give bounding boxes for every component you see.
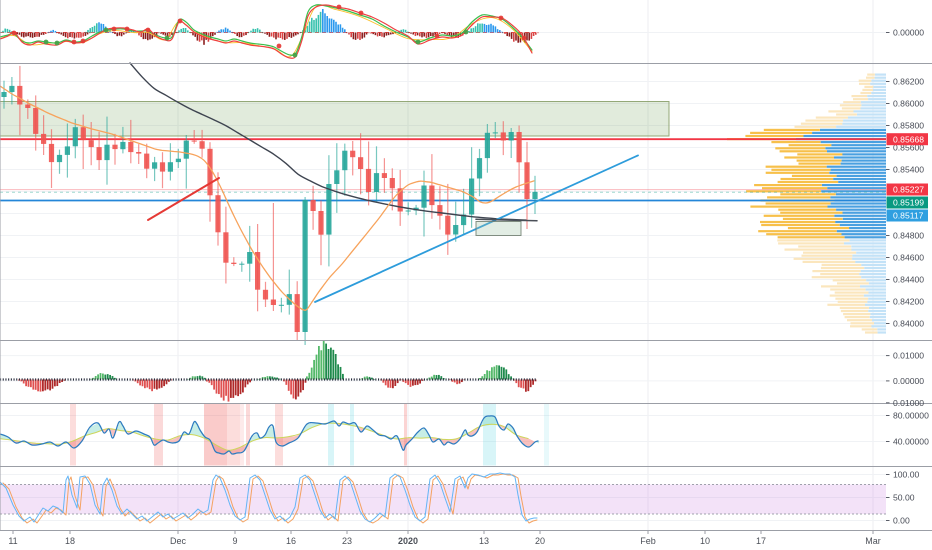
svg-text:10: 10 xyxy=(700,536,710,546)
svg-text:0.85117: 0.85117 xyxy=(893,211,924,221)
svg-text:17: 17 xyxy=(756,536,766,546)
svg-text:16: 16 xyxy=(286,536,296,546)
svg-text:0.84400: 0.84400 xyxy=(893,275,924,285)
svg-text:0.01000: 0.01000 xyxy=(893,398,924,408)
svg-text:0.85227: 0.85227 xyxy=(893,185,924,195)
svg-text:0.01000: 0.01000 xyxy=(893,351,924,361)
svg-text:0.84600: 0.84600 xyxy=(893,253,924,263)
svg-text:0.85600: 0.85600 xyxy=(893,143,924,153)
svg-text:11: 11 xyxy=(8,536,17,546)
svg-text:0.86200: 0.86200 xyxy=(893,77,924,87)
svg-text:9: 9 xyxy=(232,536,237,546)
svg-text:80.00000: 80.00000 xyxy=(893,411,929,421)
svg-text:0.00: 0.00 xyxy=(893,516,910,526)
svg-text:40.00000: 40.00000 xyxy=(893,437,929,447)
svg-text:0.86000: 0.86000 xyxy=(893,99,924,109)
svg-text:18: 18 xyxy=(65,536,75,546)
svg-text:50.00: 50.00 xyxy=(893,493,915,503)
svg-text:Dec: Dec xyxy=(170,536,187,546)
svg-text:23: 23 xyxy=(342,536,352,546)
svg-text:0.84200: 0.84200 xyxy=(893,297,924,307)
svg-text:0.00000: 0.00000 xyxy=(893,28,924,38)
svg-text:Mar: Mar xyxy=(865,536,881,546)
svg-text:Feb: Feb xyxy=(640,536,656,546)
svg-text:0.84800: 0.84800 xyxy=(893,231,924,241)
svg-text:0.85668: 0.85668 xyxy=(893,134,924,144)
svg-text:0.85400: 0.85400 xyxy=(893,165,924,175)
svg-text:0.00000: 0.00000 xyxy=(893,376,924,386)
svg-text:0.85800: 0.85800 xyxy=(893,121,924,131)
svg-text:13: 13 xyxy=(479,536,489,546)
svg-text:20: 20 xyxy=(535,536,545,546)
svg-text:0.85199: 0.85199 xyxy=(893,198,924,208)
svg-text:2020: 2020 xyxy=(398,536,418,546)
svg-text:0.84000: 0.84000 xyxy=(893,319,924,329)
svg-text:100.00: 100.00 xyxy=(893,470,920,480)
